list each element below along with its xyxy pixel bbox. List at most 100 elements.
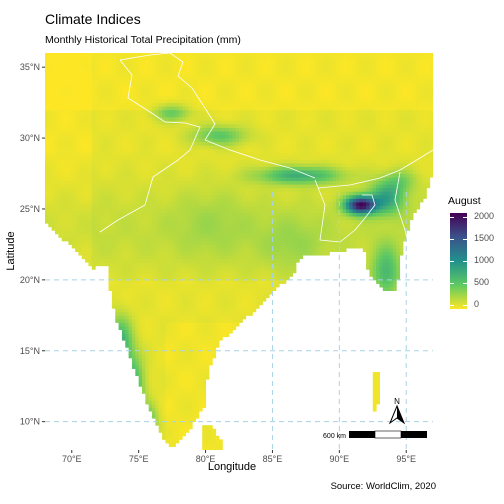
raster-cell [178,123,183,128]
raster-cell [239,166,243,171]
raster-cell [192,148,197,153]
raster-cell [225,205,230,210]
raster-cell [158,276,163,281]
raster-cell [55,53,59,58]
raster-cell [168,116,173,121]
raster-cell [212,177,217,182]
raster-cell [245,95,250,100]
raster-cell [175,425,180,430]
raster-cell [168,347,173,352]
raster-cell [98,123,103,128]
raster-cell [218,297,223,302]
raster-cell [205,258,210,263]
raster-cell [152,141,156,146]
raster-cell [198,191,203,196]
raster-cell [205,368,210,373]
raster-cell [202,116,207,121]
raster-cell [215,244,220,249]
raster-cell [208,219,213,224]
raster-cell [111,251,116,256]
raster-cell [195,180,200,185]
raster-cell [65,70,69,75]
raster-cell [178,109,183,114]
raster-cell [135,162,140,167]
raster-cell [85,162,89,167]
raster-cell [152,389,156,394]
raster-cell [58,187,63,192]
raster-cell [101,123,106,128]
raster-cell [249,205,253,210]
raster-cell [128,187,133,192]
raster-cell [188,350,193,355]
raster-cell [155,347,160,352]
raster-cell [168,428,173,433]
raster-cell [131,325,136,330]
raster-cell [168,223,173,228]
raster-cell [88,106,93,111]
raster-cell [138,325,143,330]
raster-cell [208,297,213,302]
raster-cell [91,198,96,203]
raster-cell [81,60,86,65]
raster-cell [98,53,103,58]
raster-cell [58,173,63,178]
raster-cell [91,155,96,160]
raster-cell [242,315,247,320]
raster-cell [88,113,93,118]
raster-cell [188,109,193,114]
raster-cell [232,74,237,79]
raster-cell [75,77,79,82]
raster-cell [202,265,207,270]
raster-cell [155,364,160,369]
raster-cell [131,286,136,291]
raster-cell [245,67,250,72]
raster-cell [68,166,73,171]
raster-cell [192,84,197,89]
raster-cell [239,194,243,199]
raster-cell [162,166,166,171]
raster-cell [125,173,130,178]
raster-cell [195,201,200,206]
raster-cell [208,318,213,323]
raster-cell [125,116,130,121]
raster-cell [131,113,136,118]
raster-cell [168,357,173,362]
raster-cell [148,177,153,182]
raster-cell [148,67,153,72]
raster-cell [185,343,190,348]
raster-cell [145,279,150,284]
raster-cell [208,116,213,121]
raster-cell [145,340,150,345]
raster-cell [131,230,136,235]
raster-cell [48,145,53,150]
raster-cell [185,187,190,192]
raster-cell [198,368,203,373]
raster-cell [239,205,243,210]
raster-cell [128,286,133,291]
raster-cell [175,411,180,416]
raster-cell [135,233,140,238]
raster-cell [152,116,156,121]
raster-cell [208,435,213,440]
raster-cell [61,120,66,125]
raster-cell [152,177,156,182]
raster-cell [152,361,156,366]
raster-cell [182,290,186,295]
raster-cell [185,148,190,153]
raster-cell [98,187,103,192]
raster-cell [111,116,116,121]
raster-cell [242,276,247,281]
raster-cell [185,368,190,373]
raster-cell [152,301,156,306]
raster-cell [118,301,123,306]
raster-cell [131,70,136,75]
raster-cell [225,180,230,185]
raster-cell [65,81,69,86]
raster-cell [172,386,176,391]
raster-cell [125,162,130,167]
raster-cell [155,414,160,419]
raster-cell [178,230,183,235]
raster-cell [125,84,130,89]
raster-cell [121,109,126,114]
raster-cell [198,63,203,68]
